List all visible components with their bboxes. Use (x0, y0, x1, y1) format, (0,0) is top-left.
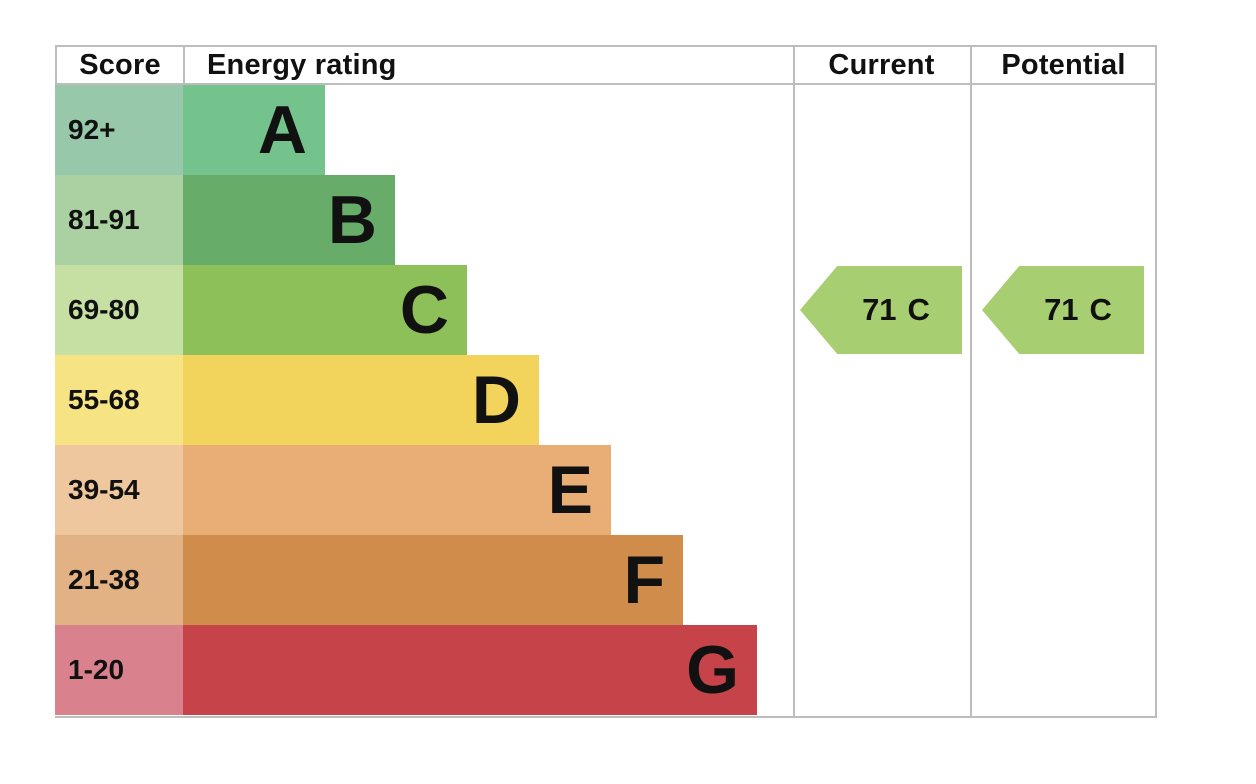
current-column-header: Current (828, 48, 935, 81)
score-range-e: 39-54 (55, 445, 183, 535)
band-bar-d: D (183, 355, 539, 445)
band-bar-b: B (183, 175, 395, 265)
band-bar-f: F (183, 535, 683, 625)
band-bar-g: G (183, 625, 757, 715)
score-range-g: 1-20 (55, 625, 183, 715)
current-rating-arrow: 71 C (800, 266, 962, 354)
score-range-f: 21-38 (55, 535, 183, 625)
score-range-a: 92+ (55, 85, 183, 175)
energy-bands: 92+ A 81-91 B 69-80 C 55-68 D 39-54 E 21-38 F 1-20 G (55, 85, 793, 715)
band-row-d: 55-68 D (55, 355, 793, 445)
score-range-d: 55-68 (55, 355, 183, 445)
current-rating-band: C (907, 292, 930, 327)
band-letter-b: B (327, 182, 377, 258)
band-bar-c: C (183, 265, 467, 355)
band-letter-d: D (471, 362, 521, 438)
potential-rating-arrow: 71 C (982, 266, 1144, 354)
band-letter-c: C (399, 272, 449, 348)
band-row-c: 69-80 C (55, 265, 793, 355)
score-range-c: 69-80 (55, 265, 183, 355)
band-row-e: 39-54 E (55, 445, 793, 535)
band-letter-e: E (547, 452, 593, 528)
band-letter-f: F (623, 542, 665, 618)
potential-column-left-divider (970, 45, 972, 718)
band-row-a: 92+ A (55, 85, 793, 175)
band-row-g: 1-20 G (55, 625, 793, 715)
epc-rating-chart: Score Energy rating Current Potential 92… (55, 45, 1157, 718)
chart-header-row: Score Energy rating Current Potential (55, 45, 1157, 85)
current-column-left-divider (793, 45, 795, 718)
energy-rating-column-header: Energy rating (183, 47, 793, 83)
score-column-header: Score (55, 47, 183, 83)
band-bar-a: A (183, 85, 325, 175)
band-row-b: 81-91 B (55, 175, 793, 265)
score-range-b: 81-91 (55, 175, 183, 265)
potential-rating-value: 71 (1044, 292, 1079, 327)
band-letter-a: A (257, 92, 307, 168)
current-rating-value: 71 (862, 292, 897, 327)
chart-right-border (1155, 45, 1157, 718)
potential-rating-band: C (1089, 292, 1112, 327)
band-letter-g: G (686, 632, 739, 708)
band-row-f: 21-38 F (55, 535, 793, 625)
band-bar-e: E (183, 445, 611, 535)
chart-bottom-border (55, 716, 1157, 718)
potential-column-header: Potential (1001, 48, 1126, 81)
